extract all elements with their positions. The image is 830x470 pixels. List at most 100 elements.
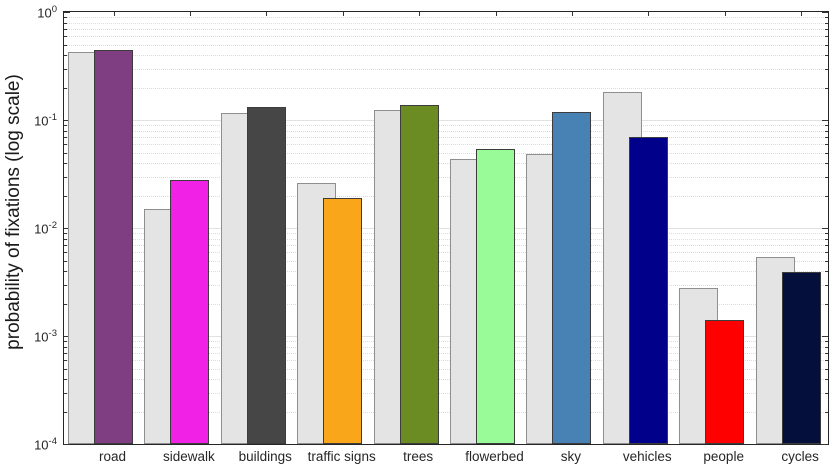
y-minor-tick	[64, 232, 67, 234]
y-minor-tick	[64, 284, 67, 286]
major-gridline	[64, 228, 828, 229]
y-minor-tick	[64, 22, 67, 24]
y-minor-tick	[64, 360, 67, 361]
minor-gridline	[64, 22, 828, 24]
y-minor-tick	[825, 195, 828, 197]
y-major-tick	[64, 444, 70, 445]
y-tick-label: 10-1	[34, 112, 57, 129]
x-top-tick	[419, 12, 421, 16]
minor-gridline	[64, 195, 828, 197]
x-top-tick	[495, 12, 497, 16]
y-minor-tick	[825, 260, 828, 262]
y-minor-tick	[64, 244, 67, 246]
y-minor-tick	[825, 392, 828, 394]
x-tick-label: road	[98, 449, 127, 464]
y-minor-tick	[825, 244, 828, 246]
y-minor-tick	[825, 271, 828, 272]
x-tick-label: sky	[560, 449, 582, 464]
y-minor-tick	[825, 360, 828, 361]
x-top-tick	[801, 12, 803, 16]
x-tick-label: cycles	[781, 449, 819, 464]
minor-gridline	[64, 124, 828, 126]
y-tick-label: 10-2	[34, 220, 57, 237]
minor-gridline	[64, 303, 828, 305]
y-minor-tick	[825, 55, 828, 56]
y-minor-tick	[64, 36, 67, 37]
minor-gridline	[64, 36, 828, 37]
y-minor-tick	[64, 368, 67, 370]
y-minor-tick	[825, 284, 828, 286]
bar-sky-colored	[552, 111, 592, 444]
y-major-tick	[64, 12, 70, 13]
x-top-tick	[571, 12, 573, 16]
x-tick-label: buildings	[238, 449, 292, 464]
y-minor-tick	[825, 44, 828, 46]
y-minor-tick	[825, 22, 828, 24]
y-minor-tick	[64, 144, 67, 145]
minor-gridline	[64, 340, 828, 342]
y-tick-label: 10-3	[34, 328, 57, 345]
minor-gridline	[64, 346, 828, 348]
y-major-tick	[64, 228, 70, 229]
x-top-tick	[266, 12, 268, 16]
y-minor-tick	[64, 136, 67, 138]
y-minor-tick	[64, 55, 67, 56]
minor-gridline	[64, 55, 828, 56]
bar-sidewalk-colored	[170, 179, 210, 444]
y-minor-tick	[64, 152, 67, 154]
y-minor-tick	[825, 238, 828, 240]
x-tick-label: vehicles	[622, 449, 672, 464]
minor-gridline	[64, 411, 828, 413]
minor-gridline	[64, 252, 828, 253]
y-minor-tick	[64, 379, 67, 380]
major-gridline	[64, 120, 828, 121]
minor-gridline	[64, 260, 828, 262]
y-minor-tick	[825, 36, 828, 37]
y-minor-tick	[64, 16, 67, 18]
y-minor-tick	[64, 271, 67, 272]
y-minor-tick	[64, 87, 67, 89]
bar-people-colored	[705, 320, 745, 444]
x-top-tick	[189, 12, 191, 16]
minor-gridline	[64, 152, 828, 154]
y-minor-tick	[64, 260, 67, 262]
y-minor-tick	[825, 352, 828, 354]
y-minor-tick	[64, 28, 67, 30]
y-major-tick	[822, 336, 828, 337]
y-major-tick	[822, 228, 828, 229]
y-minor-tick	[825, 340, 828, 342]
minor-gridline	[64, 284, 828, 286]
y-major-tick	[822, 12, 828, 13]
bar-vehicles-colored	[628, 136, 668, 444]
minor-gridline	[64, 44, 828, 46]
y-minor-tick	[825, 232, 828, 234]
minor-gridline	[64, 144, 828, 145]
y-tick-label: 10-4	[34, 436, 57, 453]
y-minor-tick	[64, 44, 67, 46]
major-gridline	[64, 336, 828, 337]
y-minor-tick	[64, 252, 67, 253]
minor-gridline	[64, 87, 828, 89]
minor-gridline	[64, 68, 828, 70]
bar-buildings-colored	[246, 106, 286, 444]
y-minor-tick	[64, 124, 67, 126]
y-minor-tick	[825, 411, 828, 413]
y-major-tick	[822, 444, 828, 445]
y-major-tick	[64, 336, 70, 337]
y-major-tick	[64, 120, 70, 121]
y-minor-tick	[825, 16, 828, 18]
x-tick-label: flowerbed	[465, 449, 524, 464]
minor-gridline	[64, 232, 828, 234]
minor-gridline	[64, 130, 828, 132]
x-top-tick	[648, 12, 650, 16]
y-minor-tick	[825, 28, 828, 30]
y-minor-tick	[825, 368, 828, 370]
y-minor-tick	[825, 136, 828, 138]
minor-gridline	[64, 392, 828, 394]
y-minor-tick	[64, 195, 67, 197]
minor-gridline	[64, 352, 828, 354]
y-minor-tick	[64, 238, 67, 240]
y-minor-tick	[825, 152, 828, 154]
